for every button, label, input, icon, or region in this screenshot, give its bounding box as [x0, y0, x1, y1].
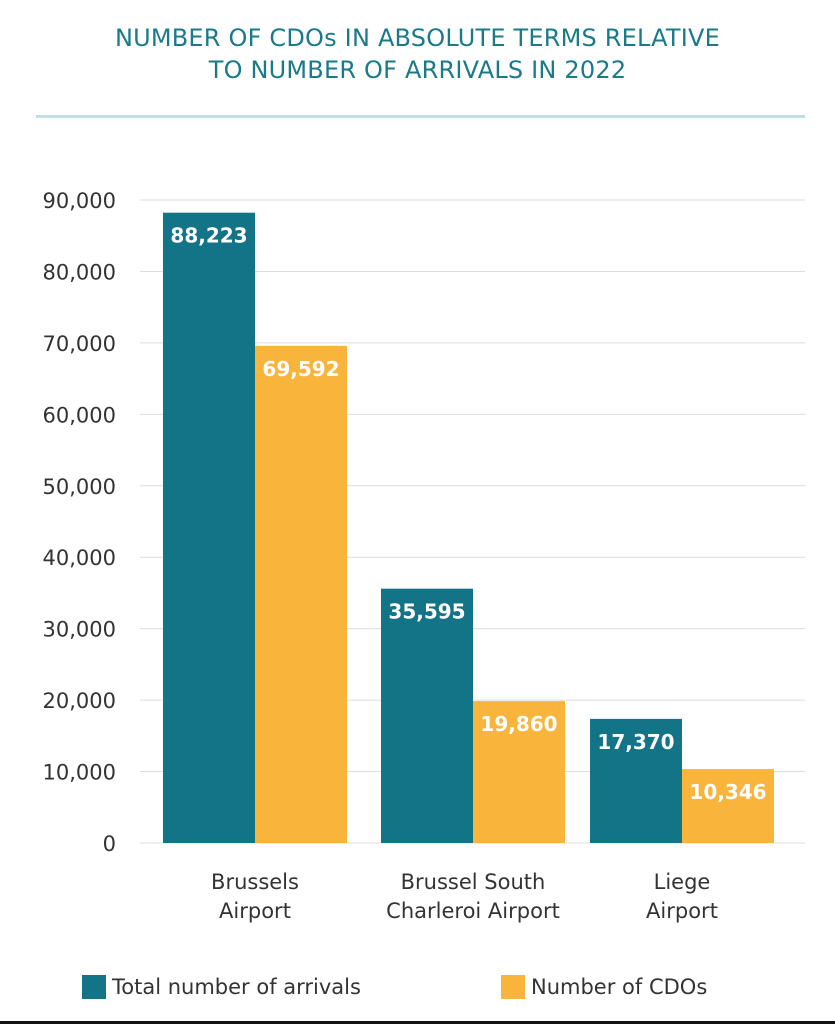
bar-value-label: 69,592 — [262, 357, 339, 381]
y-tick-label: 10,000 — [43, 761, 116, 785]
y-tick-label: 90,000 — [43, 189, 116, 213]
y-tick-label: 20,000 — [43, 689, 116, 713]
bar-arrivals — [381, 588, 473, 843]
legend-item-arrivals: Total number of arrivals — [82, 972, 361, 1002]
bar-cdos — [473, 701, 565, 843]
chart-title: NUMBER OF CDOs IN ABSOLUTE TERMS RELATIV… — [0, 22, 835, 86]
y-tick-label: 80,000 — [43, 260, 116, 284]
category-label: Charleroi Airport — [386, 899, 560, 923]
bar-value-label: 88,223 — [170, 224, 247, 248]
category-label: Brussel South — [401, 870, 546, 894]
bar-arrivals — [163, 212, 255, 843]
y-tick-label: 50,000 — [43, 475, 116, 499]
y-tick-label: 30,000 — [43, 618, 116, 642]
y-tick-label: 0 — [103, 832, 116, 856]
bar-value-label: 10,346 — [689, 780, 766, 804]
bar-cdos — [682, 769, 774, 843]
legend-item-cdos: Number of CDOs — [501, 972, 707, 1002]
chart-title-line-1: NUMBER OF CDOs IN ABSOLUTE TERMS RELATIV… — [114, 24, 721, 52]
title-divider — [36, 115, 805, 118]
bar-value-label: 35,595 — [388, 600, 465, 624]
chart-title-line-2: TO NUMBER OF ARRIVALS IN 2022 — [208, 56, 627, 84]
y-tick-label: 40,000 — [43, 546, 116, 570]
bar-value-label: 17,370 — [597, 730, 674, 754]
category-label: Liege — [654, 870, 711, 894]
category-label: Brussels — [211, 870, 299, 894]
bar-value-label: 19,860 — [480, 712, 557, 736]
bar-cdos — [255, 345, 347, 843]
legend-label-cdos: Number of CDOs — [531, 975, 708, 999]
bottom-border — [0, 1021, 835, 1024]
category-label: Airport — [646, 899, 718, 923]
category-label: Airport — [219, 899, 291, 923]
legend-swatch-cdos — [501, 975, 525, 999]
legend-label-arrivals: Total number of arrivals — [112, 975, 361, 999]
y-tick-label: 70,000 — [43, 332, 116, 356]
bar-arrivals — [590, 718, 682, 843]
legend-swatch-arrivals — [82, 975, 106, 999]
y-tick-label: 60,000 — [43, 403, 116, 427]
